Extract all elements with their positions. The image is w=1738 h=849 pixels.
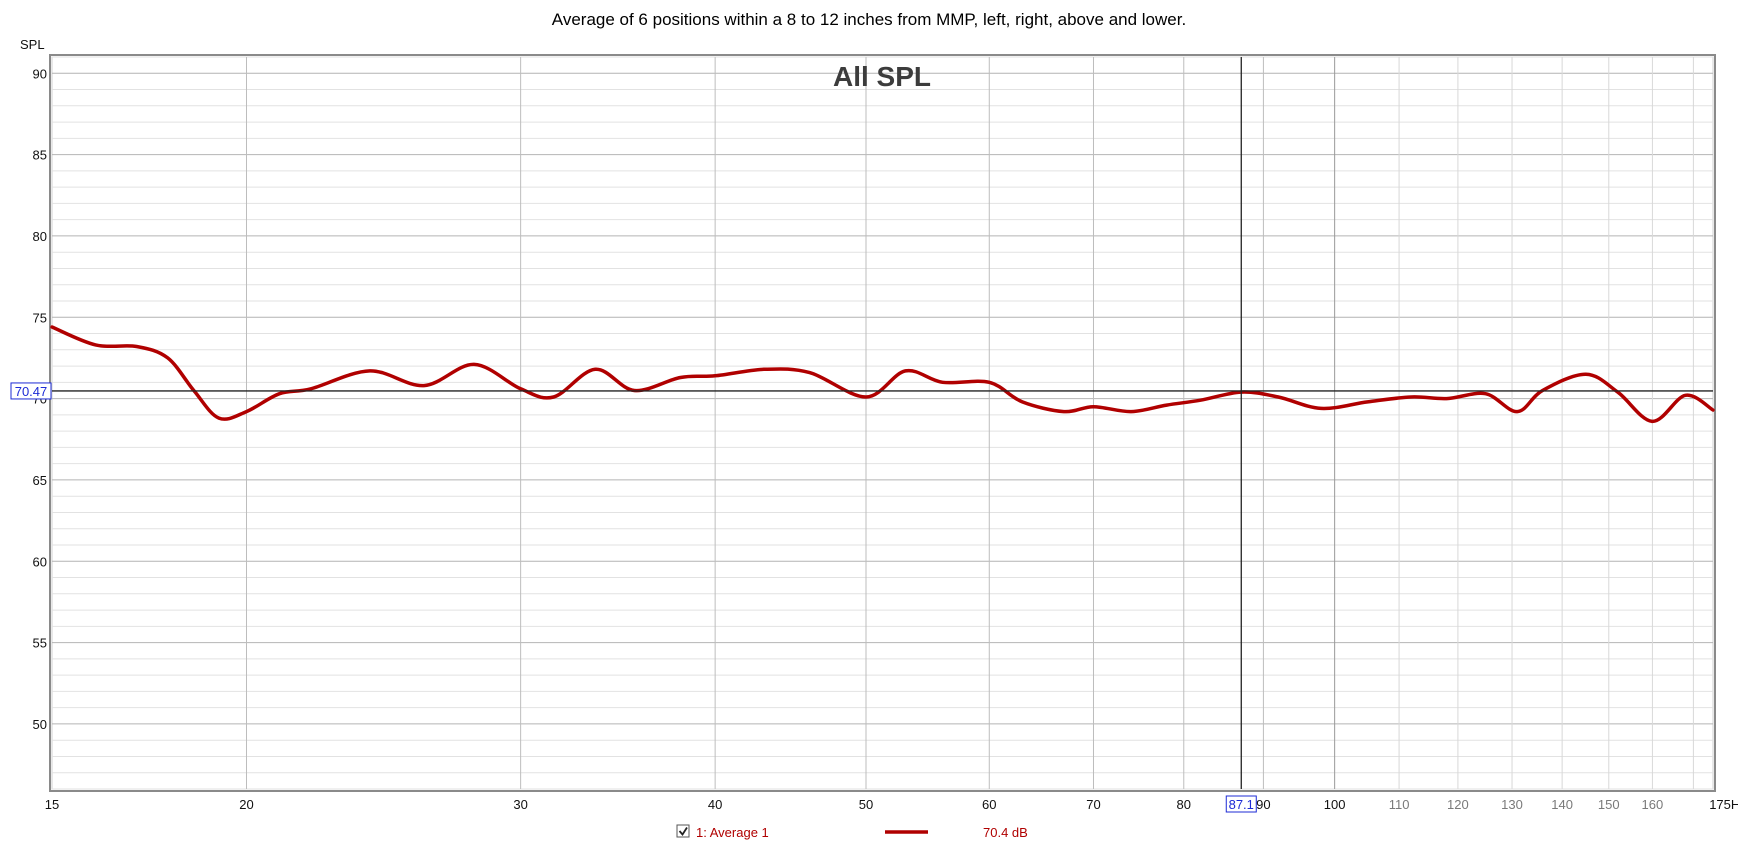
x-tick-label-minor: 150 [1598, 797, 1620, 812]
legend-series-name: 1: Average 1 [696, 825, 769, 840]
x-tick-label: 80 [1177, 797, 1191, 812]
x-tick-label: 40 [708, 797, 722, 812]
cursor-y-readout: 70.47 [15, 384, 48, 399]
x-tick-label-minor: 110 [1389, 797, 1410, 812]
y-tick-label: 50 [33, 717, 47, 732]
cursor-x-readout: 87.1 [1229, 797, 1254, 812]
plot-frame [49, 54, 1716, 792]
series-line-average-1 [50, 325, 1715, 424]
x-tick-label-last: 175Hz [1709, 797, 1738, 812]
x-tick-label-minor: 130 [1501, 797, 1523, 812]
legend-series-value: 70.4 dB [983, 825, 1028, 840]
x-tick-label: 50 [859, 797, 873, 812]
x-tick-label-minor: 160 [1642, 797, 1664, 812]
legend: 1: Average 1 70.4 dB [676, 824, 1028, 840]
grid [52, 56, 1713, 790]
x-tick-label: 15 [45, 797, 59, 812]
cursor-y-readout-box [10, 382, 52, 400]
x-tick-label-minor: 140 [1551, 797, 1573, 812]
y-tick-label: 55 [33, 636, 47, 651]
x-tick-label: 20 [239, 797, 253, 812]
chart-annotation: All SPL [833, 61, 931, 92]
chart-title: Average of 6 positions within a 8 to 12 … [552, 10, 1186, 29]
y-tick-label: 60 [33, 554, 47, 569]
y-tick-label: 80 [33, 229, 47, 244]
cursor-x-readout-box [1225, 795, 1257, 813]
y-tick-label: 85 [33, 148, 47, 163]
x-tick-label: 30 [513, 797, 527, 812]
x-axis-ticks: 15 20 30 40 50 60 70 80 90 100 110 120 130 140 150 160 1… [45, 797, 1738, 812]
x-tick-label: 70 [1086, 797, 1100, 812]
y-axis-label: SPL [20, 37, 45, 52]
y-tick-label: 90 [33, 66, 47, 81]
x-tick-label: 60 [982, 797, 996, 812]
x-tick-label: 90 [1256, 797, 1270, 812]
y-tick-label: 65 [33, 473, 47, 488]
x-tick-label-minor: 120 [1447, 797, 1469, 812]
x-tick-label: 100 [1324, 797, 1346, 812]
checkmark-icon [678, 827, 688, 837]
y-tick-label: 75 [33, 310, 47, 325]
